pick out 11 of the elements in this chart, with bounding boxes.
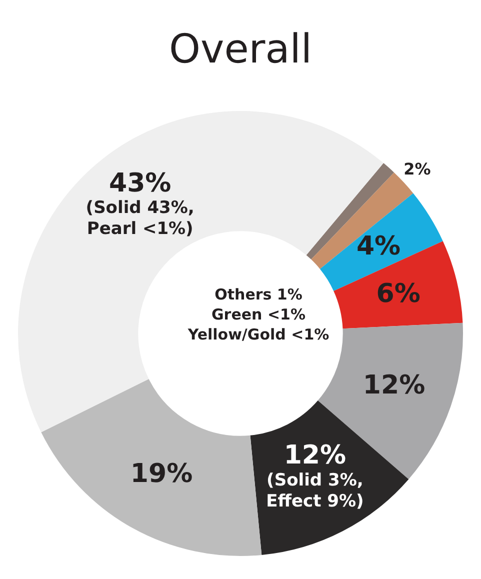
text: Green <1%: [212, 305, 306, 324]
data-label: 6%: [376, 278, 420, 309]
data-label: 19%: [130, 459, 193, 490]
text: Others 1%: [214, 285, 302, 304]
data-label: 43% (Solid 43%, Pearl <1%): [86, 168, 194, 240]
data-label: 12% (Solid 3%, Effect 9%): [266, 440, 364, 512]
text: Yellow/Gold <1%: [186, 325, 330, 344]
data-label: 4%: [356, 232, 401, 262]
data-label: 12%: [362, 370, 426, 400]
data-label: 2%: [404, 159, 431, 178]
chart-title: Overall: [169, 26, 312, 72]
